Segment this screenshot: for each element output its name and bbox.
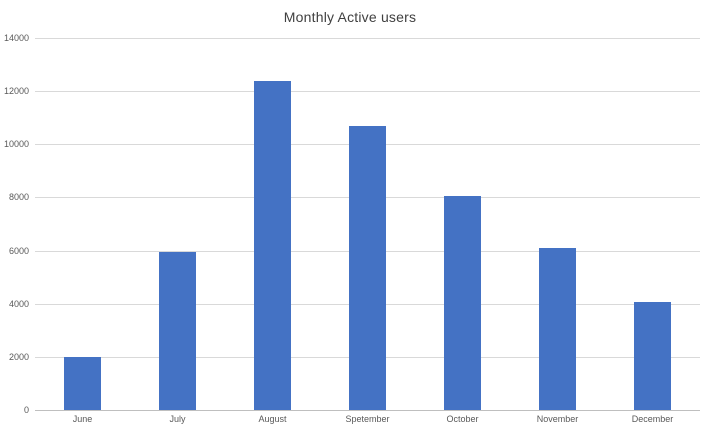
y-axis: 0 2000 4000 6000 8000 10000 12000 14000 — [0, 33, 29, 415]
y-axis-tick-label: 6000 — [8, 245, 29, 256]
x-axis-tick-label: July — [169, 414, 186, 424]
y-axis-tick-label: 4000 — [8, 298, 29, 309]
x-axis-tick-label: June — [72, 414, 93, 424]
bar-column-october — [415, 38, 510, 410]
plot-area — [35, 38, 700, 411]
bar-column-july — [130, 38, 225, 410]
y-axis-tick-label: 10000 — [3, 139, 29, 150]
bar-column-november — [510, 38, 605, 410]
bar — [349, 125, 386, 410]
bar — [444, 196, 481, 410]
x-axis: June July August Spetember October November De… — [35, 414, 700, 424]
gridline — [35, 91, 700, 93]
bar — [159, 251, 196, 410]
x-axis-tick-label: August — [258, 414, 287, 424]
bar — [64, 356, 101, 410]
bar-column-august — [225, 38, 320, 410]
x-axis-tick-label: October — [446, 414, 479, 424]
x-axis-tick-label: November — [536, 414, 579, 424]
x-axis-tick-label: Spetember — [345, 414, 390, 424]
x-axis-line — [35, 410, 700, 411]
x-axis-tick-label: December — [631, 414, 674, 424]
bar — [254, 80, 291, 410]
bar-column-june — [35, 38, 130, 410]
bar — [539, 247, 576, 410]
gridline — [35, 38, 700, 39]
y-axis-tick-label: 0 — [23, 405, 29, 415]
bar-column-december — [605, 38, 700, 410]
y-axis-tick-label: 14000 — [3, 33, 29, 43]
y-axis-tick-label: 12000 — [3, 86, 29, 97]
y-axis-tick-label: 2000 — [8, 351, 29, 362]
bar-column-spetember — [320, 38, 415, 410]
chart-title: Monthly Active users — [283, 9, 417, 25]
bar — [634, 302, 671, 410]
bars — [35, 38, 700, 410]
y-axis-tick-label: 8000 — [8, 192, 29, 203]
